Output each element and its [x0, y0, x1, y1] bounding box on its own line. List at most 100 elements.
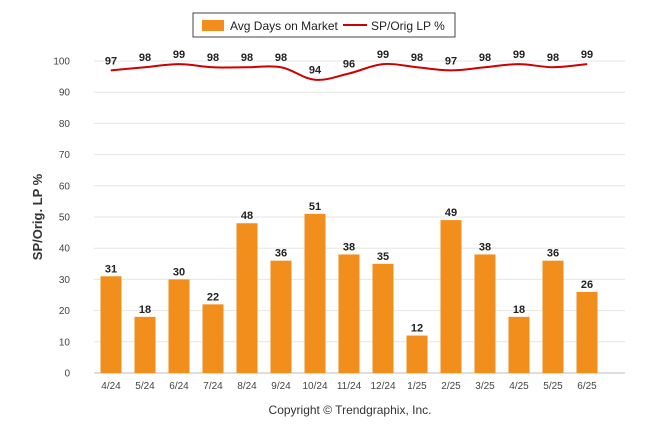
line-point [450, 69, 452, 71]
bar-value-label: 48 [241, 210, 253, 222]
y-axis-label: SP/Orig. LP % [30, 173, 45, 260]
bar-11-24 [338, 254, 360, 373]
bar-5-24 [134, 316, 156, 373]
line-value-label: 97 [445, 55, 457, 67]
y-axis-ticks: 0 10 20 30 40 50 60 70 80 90 100 [53, 57, 70, 380]
bar-value-label: 22 [207, 291, 219, 303]
line-point [314, 79, 316, 81]
bar-3-25 [474, 254, 496, 373]
bar-4-24 [100, 276, 122, 373]
bar-value-label: 51 [309, 201, 321, 213]
x-tick-label: 7/24 [203, 381, 223, 392]
bar-1-25 [406, 335, 428, 373]
bar-value-label: 36 [547, 248, 559, 260]
y-tick-label: 90 [59, 88, 71, 99]
y-tick-label: 40 [59, 244, 71, 255]
bar-6-24 [168, 279, 190, 373]
y-tick-label: 20 [59, 306, 71, 317]
legend: Avg Days on Market SP/Orig LP % [192, 12, 456, 38]
line-point [484, 66, 486, 68]
bar-value-label: 36 [275, 248, 287, 260]
bar-value-label: 49 [445, 207, 457, 219]
line-value-label: 98 [411, 52, 423, 64]
line-value-label: 96 [343, 58, 355, 70]
line-value-label: 94 [309, 65, 322, 77]
x-tick-label: 5/24 [135, 381, 155, 392]
y-tick-label: 30 [59, 275, 71, 286]
bar-7-24 [202, 304, 224, 373]
line-point [144, 66, 146, 68]
y-tick-label: 0 [64, 369, 70, 380]
bar-5-25 [542, 260, 564, 373]
bar-2-25 [440, 220, 462, 373]
bar-value-label: 31 [105, 263, 117, 275]
bar-labels: 31 18 30 22 48 36 51 38 35 12 49 38 18 36 26 [105, 201, 593, 335]
y-tick-label: 60 [59, 181, 71, 192]
line-point [586, 63, 588, 65]
bar-value-label: 12 [411, 323, 423, 335]
bar-value-label: 38 [343, 241, 355, 253]
line-value-label: 98 [275, 52, 287, 64]
y-tick-label: 50 [59, 213, 71, 224]
line-point [382, 63, 384, 65]
bar-value-label: 35 [377, 251, 389, 263]
line-value-label: 99 [581, 49, 593, 61]
line-value-label: 98 [241, 52, 253, 64]
line-series [110, 62, 588, 81]
x-tick-label: 11/24 [337, 381, 362, 392]
y-tick-label: 70 [59, 150, 71, 161]
line-value-label: 98 [139, 52, 151, 64]
line-value-label: 99 [513, 49, 525, 61]
bar-value-label: 38 [479, 241, 491, 253]
bar-8-24 [236, 223, 258, 373]
y-tick-label: 100 [53, 57, 70, 68]
y-tick-label: 80 [59, 119, 71, 130]
legend-label-sp-orig-lp: SP/Orig LP % [371, 19, 445, 33]
x-tick-label: 6/25 [577, 381, 597, 392]
line-point [212, 66, 214, 68]
line-labels: 97 98 99 98 98 98 94 96 99 98 97 98 99 98 99 [105, 49, 593, 77]
line-value-label: 99 [173, 49, 185, 61]
bar-value-label: 18 [139, 304, 151, 316]
line-point [280, 66, 282, 68]
x-tick-label: 2/25 [441, 381, 461, 392]
bar-10-24 [304, 213, 326, 373]
line-point [552, 66, 554, 68]
x-tick-label: 12/24 [370, 381, 395, 392]
x-axis-ticks: 4/24 5/24 6/24 7/24 8/24 9/24 10/24 11/24 12/24 1… [101, 381, 597, 392]
line-point [348, 72, 350, 74]
bar-value-label: 30 [173, 266, 185, 278]
bar-4-25 [508, 316, 530, 373]
x-tick-label: 9/24 [271, 381, 291, 392]
legend-label-days-on-market: Avg Days on Market [230, 19, 338, 33]
copyright-text: Copyright © Trendgraphix, Inc. [269, 403, 432, 417]
bar-value-label: 18 [513, 304, 525, 316]
line-point [110, 69, 112, 71]
legend-swatch-bar [202, 20, 224, 31]
bars [100, 213, 598, 373]
x-tick-label: 3/25 [475, 381, 495, 392]
line-value-label: 98 [547, 52, 559, 64]
x-tick-label: 5/25 [543, 381, 563, 392]
x-tick-label: 4/25 [509, 381, 529, 392]
y-tick-label: 10 [59, 337, 71, 348]
x-tick-label: 4/24 [101, 381, 121, 392]
legend-box [192, 12, 456, 38]
line-value-label: 98 [207, 52, 219, 64]
x-tick-label: 10/24 [302, 381, 327, 392]
line-value-label: 97 [105, 55, 117, 67]
line-point [246, 66, 248, 68]
line-point [416, 66, 418, 68]
line-point [178, 63, 180, 65]
x-tick-label: 6/24 [169, 381, 189, 392]
line-value-label: 98 [479, 52, 491, 64]
x-tick-label: 1/25 [407, 381, 427, 392]
line-value-label: 99 [377, 49, 389, 61]
x-tick-label: 8/24 [237, 381, 257, 392]
bar-9-24 [270, 260, 292, 373]
bar-6-25 [576, 291, 598, 373]
bar-12-24 [372, 263, 394, 373]
bar-value-label: 26 [581, 279, 593, 291]
line-point [518, 63, 520, 65]
